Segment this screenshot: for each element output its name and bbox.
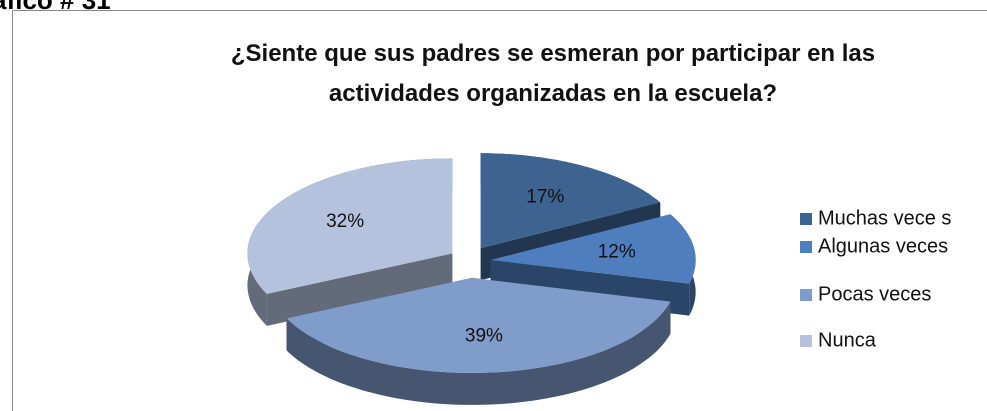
slice: 39% bbox=[286, 277, 671, 405]
slice-top bbox=[247, 158, 453, 294]
slice-wall bbox=[286, 301, 671, 405]
legend-swatch bbox=[800, 289, 812, 301]
legend-swatch bbox=[800, 241, 812, 253]
legend-label: Nunca bbox=[818, 329, 877, 351]
data-label: 39% bbox=[465, 326, 503, 347]
slice: 32% bbox=[247, 158, 453, 326]
chart-frame bbox=[12, 10, 987, 411]
legend-label: Muchas vece s bbox=[818, 207, 951, 229]
legend-label: Pocas veces bbox=[818, 283, 931, 305]
slice-top bbox=[480, 153, 661, 249]
legend-swatch bbox=[800, 335, 812, 347]
chart-title: ¿Siente que sus padres se esmeran por pa… bbox=[231, 40, 875, 107]
data-label: 32% bbox=[326, 211, 364, 232]
data-label: 12% bbox=[598, 242, 636, 263]
slice-top bbox=[490, 214, 696, 284]
legend-swatch bbox=[800, 213, 812, 225]
caption: ráfico # 31 bbox=[0, 0, 111, 15]
slice-side bbox=[266, 253, 453, 326]
slice-top bbox=[286, 277, 671, 373]
legend-label: Algunas veces bbox=[818, 235, 948, 257]
data-label: 17% bbox=[526, 187, 564, 208]
